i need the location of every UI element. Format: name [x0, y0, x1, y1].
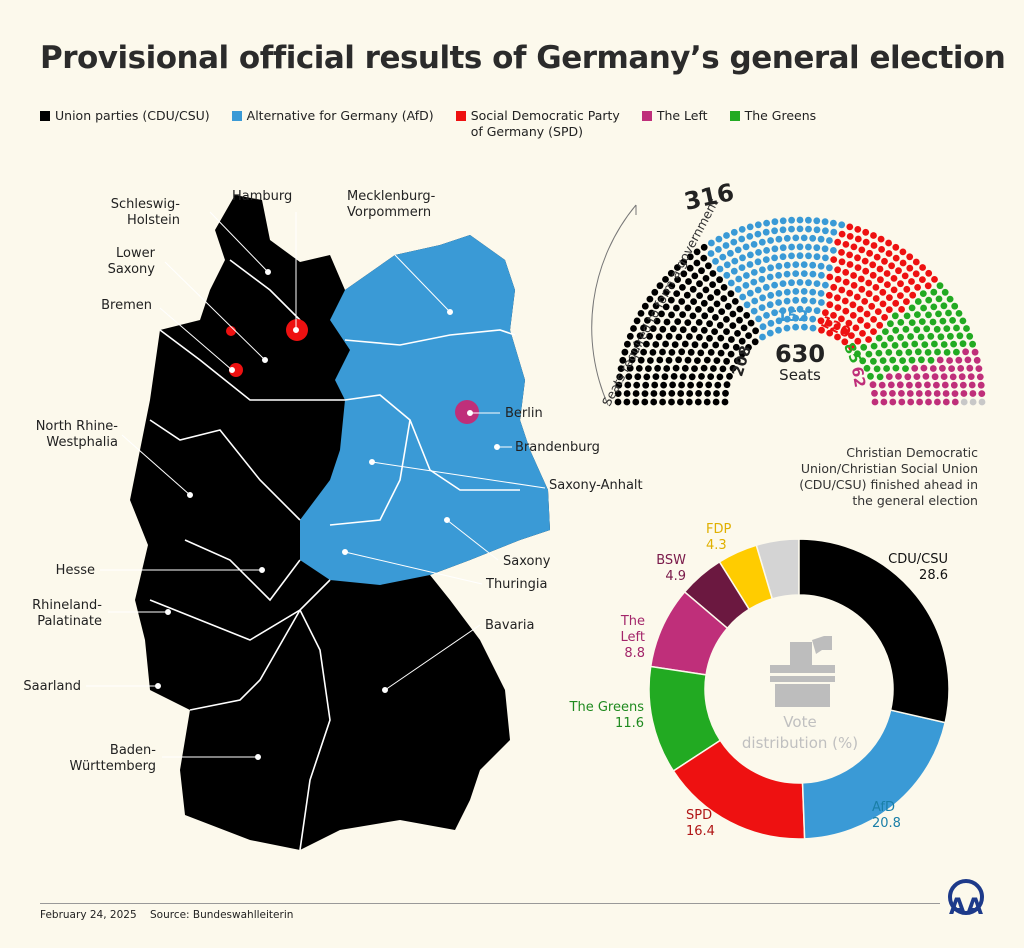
- map-bremen: [226, 326, 236, 336]
- donut-label-name: The Left: [620, 614, 645, 645]
- legend-swatch: [40, 111, 50, 121]
- legend-swatch: [729, 111, 740, 121]
- footer-date: February 24, 2025: [40, 909, 137, 921]
- label-rhineland-palatinate: Rhineland- Palatinate: [32, 598, 102, 629]
- donut-label-name: CDU/CSU: [888, 552, 948, 567]
- label-baden-wuerttemberg: Baden- Württemberg: [69, 743, 156, 774]
- map-bremerhaven: [229, 363, 243, 377]
- legend-label: Social Democratic Party of Germany (SPD): [470, 108, 620, 139]
- legend-swatch: [231, 111, 242, 121]
- state-borders: [149, 259, 520, 851]
- donut-label: AfD 20.8: [872, 800, 901, 832]
- donut-label: The Greens 11.6: [570, 700, 644, 732]
- seats-total-sub: Seats: [779, 366, 821, 384]
- legend: Union parties (CDU/CSU) Alternative for G…: [40, 108, 838, 140]
- legend-swatch: [455, 111, 466, 121]
- donut-label: FDP 4.3: [706, 522, 731, 554]
- seats-total: 630: [774, 340, 826, 368]
- donut-label: The Left 8.8: [621, 614, 645, 662]
- donut-label-name: The Greens: [569, 700, 644, 715]
- label-hamburg: Hamburg: [232, 189, 293, 204]
- map-berlin: [455, 400, 479, 424]
- legend-swatch: [641, 111, 652, 121]
- donut-center-label: Vote distribution (%): [741, 713, 859, 752]
- label-bavaria: Bavaria: [485, 618, 535, 633]
- label-schleswig-holstein: Schleswig- Holstein: [110, 197, 180, 228]
- donut-label-value: 4.3: [706, 538, 727, 553]
- donut-label-name: SPD: [686, 808, 713, 823]
- donut-label: CDU/CSU 28.6: [888, 552, 948, 584]
- legend-item: Social Democratic Party of Germany (SPD): [455, 108, 620, 140]
- donut-label-value: 20.8: [872, 816, 901, 831]
- legend-label: Alternative for Germany (AfD): [246, 108, 434, 123]
- annotation-note: Christian Democratic Union/Christian Soc…: [799, 445, 978, 508]
- label-brandenburg: Brandenburg: [515, 440, 600, 455]
- footer: February 24, 2025 Source: Bundeswahlleit…: [40, 909, 293, 921]
- label-lower-saxony: Lower Saxony: [107, 246, 155, 277]
- footer-source: Source: Bundeswahlleiterin: [149, 909, 294, 921]
- seat-label-left: 62: [847, 365, 870, 389]
- donut-label-value: 28.6: [919, 568, 948, 583]
- seat-label-afd: 152: [777, 307, 809, 325]
- legend-label: The Greens: [744, 108, 817, 123]
- label-bremen: Bremen: [101, 298, 152, 313]
- donut-label-value: 11.6: [615, 716, 644, 731]
- donut-label-name: BSW: [656, 553, 686, 568]
- donut-label-value: 8.8: [624, 646, 645, 661]
- legend-item: The Greens: [729, 108, 817, 140]
- legend-item: The Left: [641, 108, 708, 140]
- donut-label-value: 16.4: [686, 824, 715, 839]
- legend-item: Union parties (CDU/CSU): [40, 108, 210, 140]
- legend-item: Alternative for Germany (AfD): [231, 108, 434, 140]
- label-saarland: Saarland: [23, 679, 81, 694]
- label-berlin: Berlin: [505, 406, 543, 421]
- donut-label: BSW 4.9: [656, 553, 686, 585]
- label-north-rhine-westphalia: North Rhine- Westphalia: [35, 419, 118, 450]
- label-hesse: Hesse: [55, 563, 95, 578]
- label-mecklenburg-vorpommern: Mecklenburg- Vorpommern: [347, 189, 436, 220]
- map-east-afd: [300, 235, 550, 585]
- footer-divider: [40, 903, 940, 904]
- legend-label: The Left: [656, 108, 708, 123]
- legend-label: Union parties (CDU/CSU): [55, 108, 210, 123]
- page-title: Provisional official results of Germany’…: [40, 40, 1006, 76]
- donut-label-value: 4.9: [665, 569, 686, 584]
- label-saxony: Saxony: [503, 554, 551, 569]
- donut-label-name: FDP: [706, 522, 732, 537]
- leader-lines: [86, 211, 546, 760]
- label-saxony-anhalt: Saxony-Anhalt: [549, 478, 643, 493]
- donut-label: SPD 16.4: [686, 808, 715, 840]
- donut-label-name: AfD: [872, 800, 896, 815]
- label-thuringia: Thuringia: [486, 577, 548, 592]
